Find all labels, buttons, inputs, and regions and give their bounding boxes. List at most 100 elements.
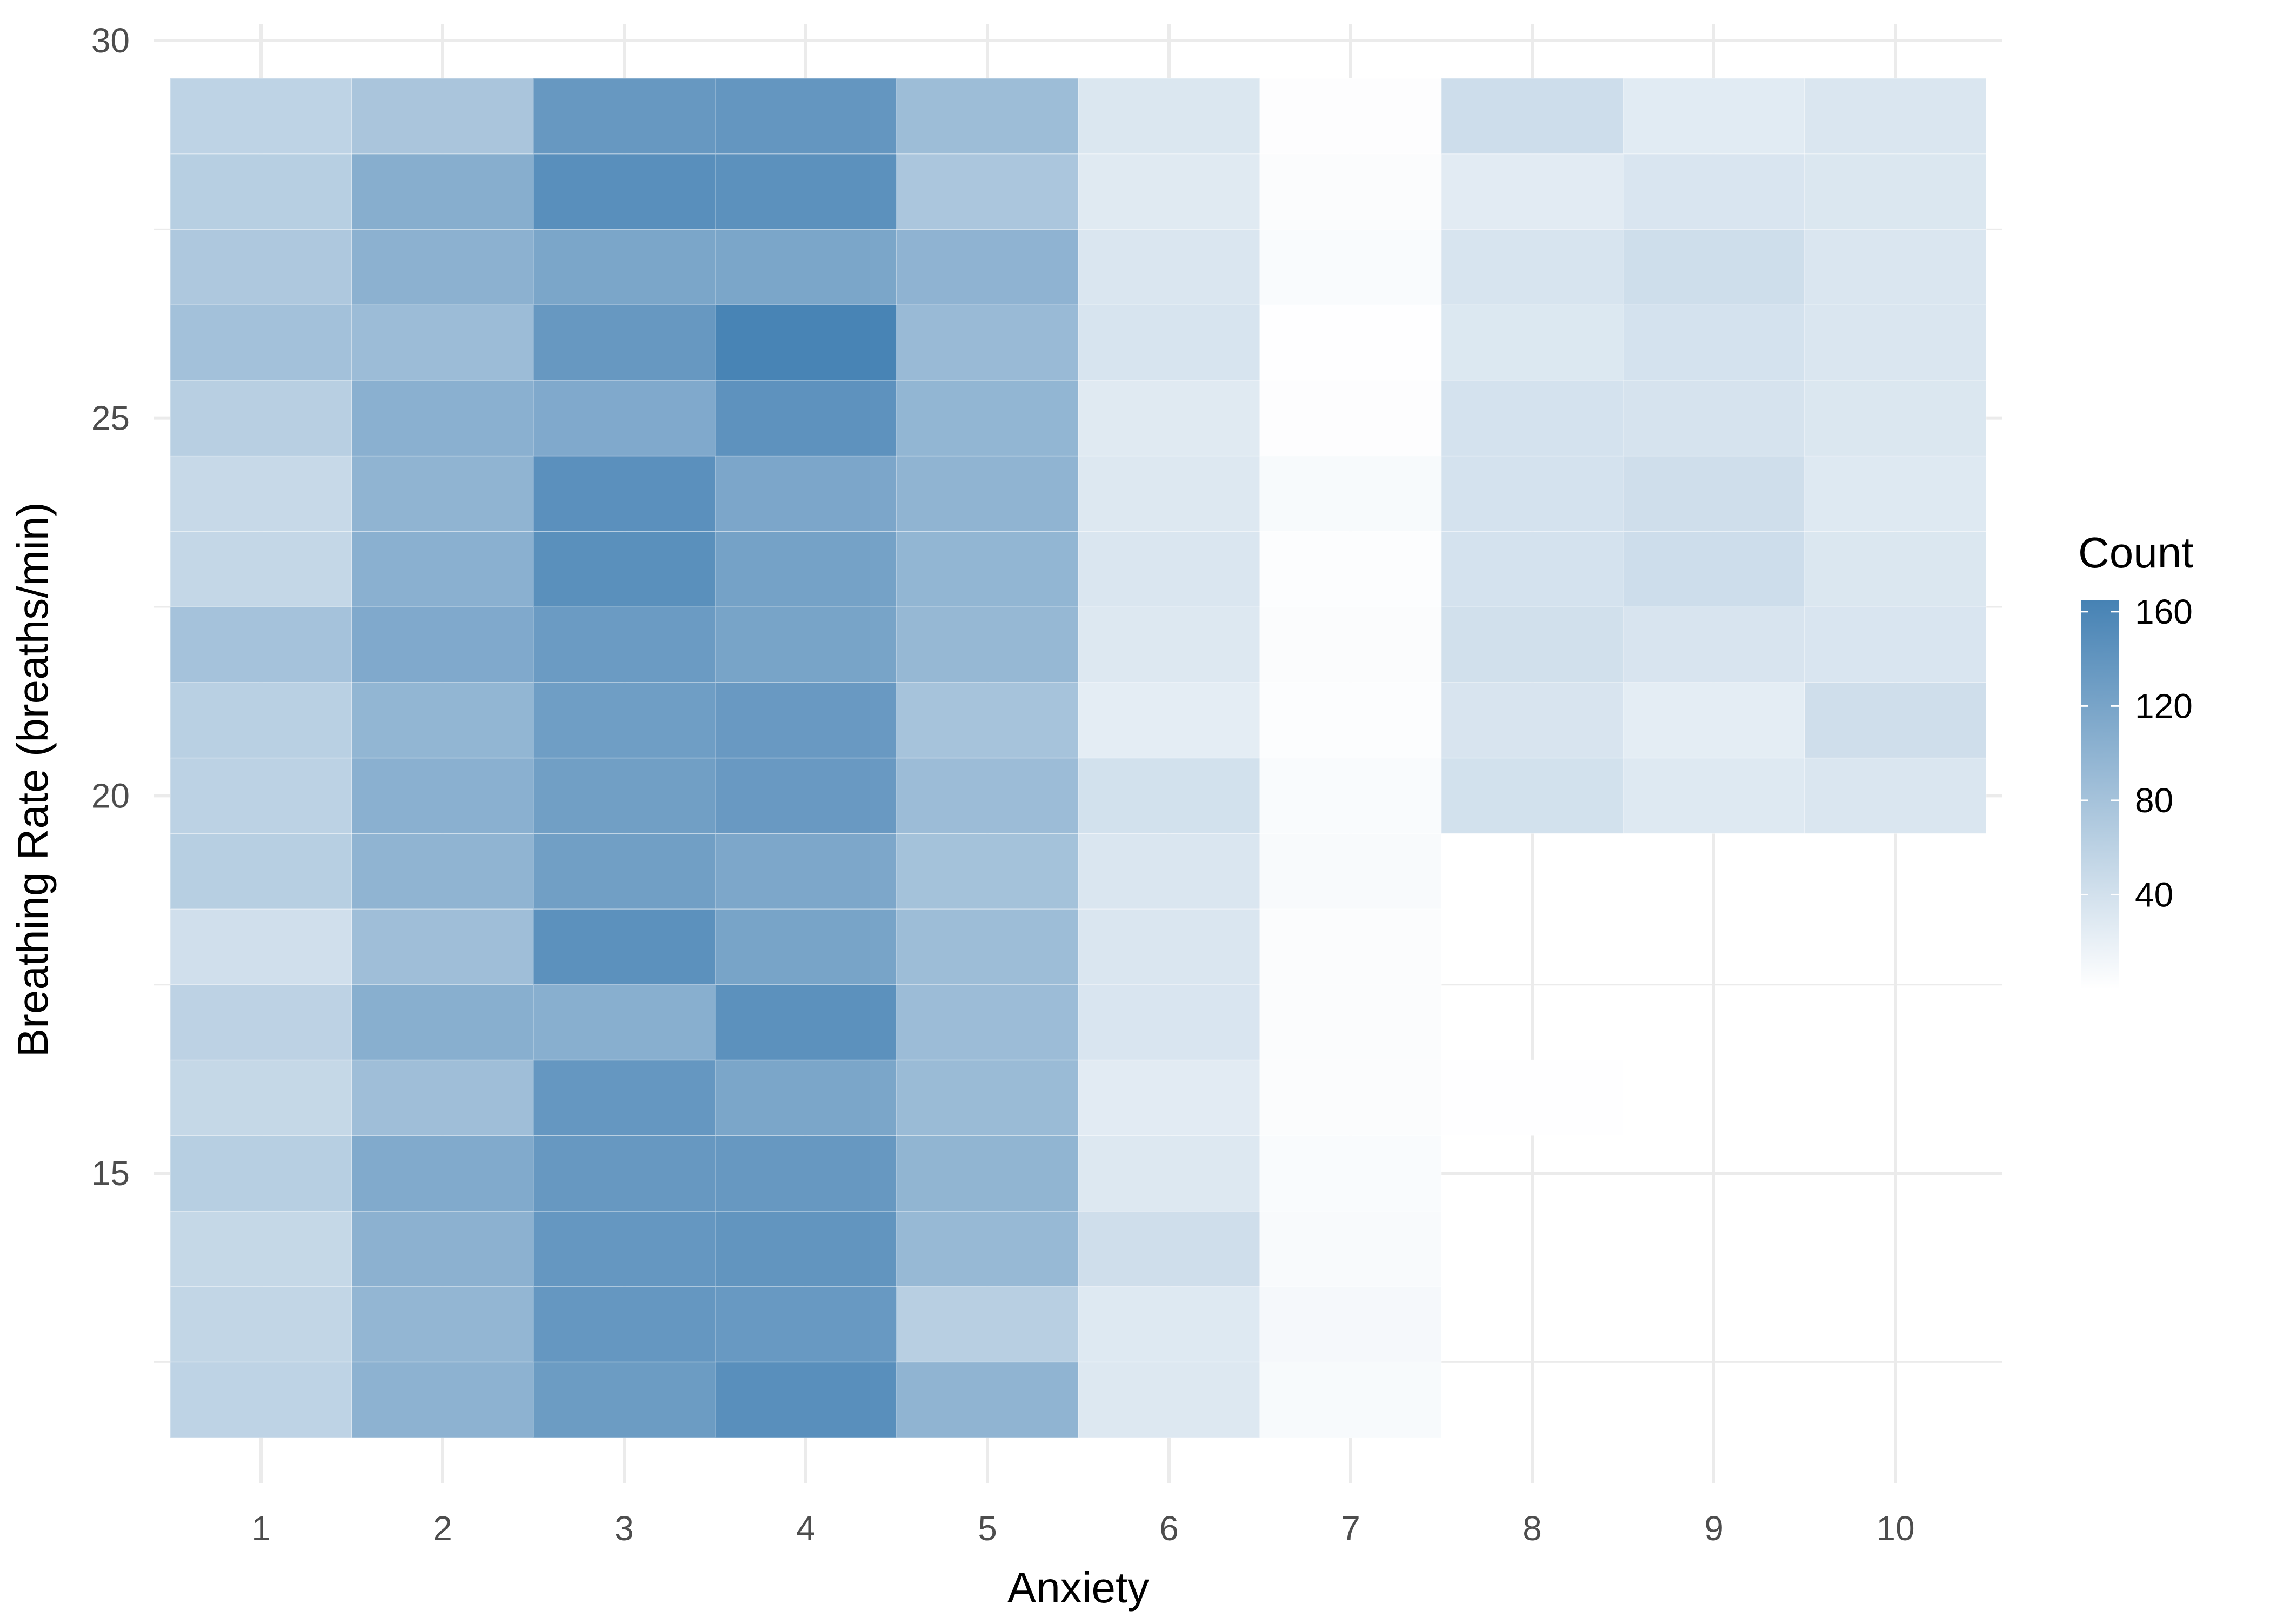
heatmap-cell xyxy=(1078,1211,1260,1287)
heatmap-cell xyxy=(1259,1059,1442,1136)
heatmap-cell xyxy=(715,229,897,305)
heatmap-cell xyxy=(1623,757,1805,834)
heatmap-cell xyxy=(351,229,534,305)
heatmap-cell xyxy=(351,1286,534,1363)
heatmap-cell xyxy=(351,380,534,457)
heatmap-cell xyxy=(1623,531,1805,607)
legend-tick-label: 120 xyxy=(2135,686,2193,725)
x-tick-label: 2 xyxy=(433,1509,452,1548)
heatmap-cell xyxy=(351,455,534,532)
heatmap-cell xyxy=(351,531,534,607)
heatmap-cell xyxy=(170,1286,352,1363)
heatmap-cell xyxy=(351,1361,534,1438)
heatmap-cell xyxy=(1078,1286,1260,1363)
heatmap-cell xyxy=(1078,1361,1260,1438)
legend-colorbar xyxy=(2081,600,2119,989)
heatmap-cell xyxy=(533,1286,716,1363)
heatmap-cell xyxy=(1441,380,1624,457)
heatmap-cell xyxy=(1804,304,1987,381)
heatmap-cell xyxy=(170,78,352,155)
heatmap-cell xyxy=(1623,380,1805,457)
heatmap-cell xyxy=(1259,153,1442,230)
heatmap-cell xyxy=(1078,304,1260,381)
heatmap-cell xyxy=(1259,1361,1442,1438)
heatmap-cell xyxy=(715,833,897,910)
x-tick-label: 7 xyxy=(1341,1509,1360,1548)
heatmap-cell xyxy=(1259,531,1442,607)
legend-ticks: 40 80 120 160 xyxy=(2081,592,2193,914)
heatmap-cell xyxy=(1623,455,1805,532)
heatmap-cell xyxy=(896,153,1079,230)
heatmap-cell xyxy=(715,1059,897,1136)
heatmap-cell xyxy=(533,531,716,607)
heatmap-cell xyxy=(1259,304,1442,381)
heatmap-cell xyxy=(533,757,716,834)
heatmap-cell xyxy=(533,606,716,683)
heatmap-cell xyxy=(1804,455,1987,532)
heatmap-cell xyxy=(1259,455,1442,532)
x-tick-label: 9 xyxy=(1704,1509,1724,1548)
heatmap-cell xyxy=(896,682,1079,759)
heatmap-cell xyxy=(896,455,1079,532)
heatmap-cell xyxy=(1804,380,1987,457)
heatmap-cell xyxy=(533,1361,716,1438)
heatmap-cell xyxy=(1804,229,1987,305)
heatmap-cell xyxy=(351,1211,534,1287)
heatmap-cell xyxy=(351,833,534,910)
heatmap-cell xyxy=(533,78,716,155)
y-tick-label: 30 xyxy=(91,21,130,60)
heatmap-cell xyxy=(1259,682,1442,759)
legend-tick-label: 40 xyxy=(2135,875,2173,914)
heatmap-cell xyxy=(1259,229,1442,305)
heatmap-cell xyxy=(1441,153,1624,230)
heatmap-cell xyxy=(170,1059,352,1136)
x-tick-label: 5 xyxy=(978,1509,997,1548)
heatmap-cell xyxy=(170,682,352,759)
heatmap-cell xyxy=(1259,1211,1442,1287)
y-tick-label: 15 xyxy=(91,1154,130,1193)
heatmap-cell xyxy=(1804,682,1987,759)
y-tick-label: 25 xyxy=(91,399,130,438)
heatmap-cell xyxy=(1623,153,1805,230)
heatmap-cell xyxy=(715,682,897,759)
heatmap-cell xyxy=(1078,380,1260,457)
heatmap-cell xyxy=(533,229,716,305)
heatmap-cell xyxy=(533,682,716,759)
heatmap-cell xyxy=(170,531,352,607)
heatmap-cell xyxy=(1441,1059,1624,1136)
heatmap-cell xyxy=(1804,531,1987,607)
heatmap-cell xyxy=(1259,1135,1442,1212)
heatmap-cell xyxy=(715,153,897,230)
heatmap-cell xyxy=(1078,229,1260,305)
heatmap-cell xyxy=(896,304,1079,381)
heatmap-cell xyxy=(1259,606,1442,683)
heatmap-cell xyxy=(896,1211,1079,1287)
legend: Count 40 80 120 160 xyxy=(2078,529,2193,989)
x-tick-label: 4 xyxy=(796,1509,816,1548)
heatmap-cell xyxy=(715,606,897,683)
heatmap-cell xyxy=(351,606,534,683)
heatmap-cell xyxy=(351,153,534,230)
heatmap-cell xyxy=(1259,1286,1442,1363)
heatmap-cell xyxy=(1078,833,1260,910)
heatmap-cell xyxy=(170,1211,352,1287)
x-tick-label: 10 xyxy=(1876,1509,1914,1548)
heatmap-cell xyxy=(351,908,534,985)
heatmap-cell xyxy=(1804,757,1987,834)
heatmap-cell xyxy=(896,1361,1079,1438)
heatmap-cell xyxy=(1259,380,1442,457)
heatmap-cell xyxy=(170,1135,352,1212)
heatmap-cell xyxy=(896,78,1079,155)
legend-tick-label: 80 xyxy=(2135,781,2173,820)
heatmap-cell xyxy=(351,682,534,759)
heatmap-cell xyxy=(170,304,352,381)
heatmap-cell xyxy=(715,380,897,457)
legend-tick-label: 160 xyxy=(2135,592,2193,631)
heatmap-cell xyxy=(896,984,1079,1061)
heatmap-cell xyxy=(170,757,352,834)
heatmap-cell xyxy=(896,1059,1079,1136)
heatmap-cell xyxy=(1441,757,1624,834)
heatmap-cell xyxy=(1441,606,1624,683)
